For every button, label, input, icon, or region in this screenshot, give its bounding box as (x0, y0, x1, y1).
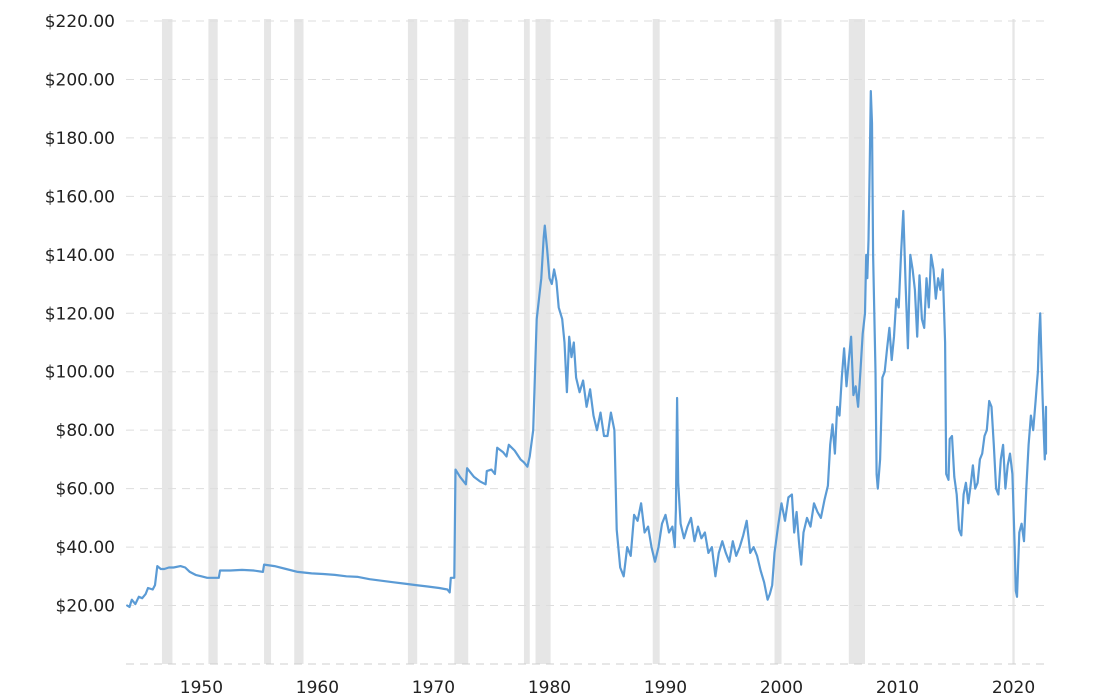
x-tick-label: 1970 (412, 678, 455, 698)
recession-band-4 (407, 19, 418, 664)
y-tick-label: $60.00 (56, 480, 115, 500)
recession-band-8 (652, 19, 660, 664)
x-axis-tick-labels: 1950 1960 1970 1980 1990 2000 2010 2020 (180, 678, 1035, 698)
series-line-0 (126, 90, 1048, 609)
y-tick-label: $20.00 (56, 597, 115, 617)
recession-band-10 (848, 19, 866, 664)
recession-bands (161, 19, 1015, 664)
y-tick-label: $40.00 (56, 538, 115, 558)
y-tick-label: $100.00 (45, 363, 115, 383)
recession-band-2 (264, 19, 272, 664)
recession-band-0 (161, 19, 173, 664)
y-tick-label: $120.00 (45, 304, 115, 324)
x-tick-label: 2010 (876, 678, 919, 698)
recession-band-7 (535, 19, 551, 664)
y-tick-label: $200.00 (45, 70, 115, 90)
recession-band-1 (208, 19, 218, 664)
x-tick-label: 1980 (528, 678, 571, 698)
x-tick-label: 2000 (760, 678, 803, 698)
y-tick-label: $180.00 (45, 129, 115, 149)
y-tick-label: $220.00 (45, 12, 115, 32)
recession-band-5 (454, 19, 469, 664)
recession-band-3 (294, 19, 304, 664)
x-tick-label: 1950 (180, 678, 223, 698)
series-layer (126, 90, 1048, 609)
y-tick-label: $80.00 (56, 421, 115, 441)
x-tick-label: 1960 (296, 678, 339, 698)
recession-band-9 (774, 19, 782, 664)
y-tick-label: $160.00 (45, 187, 115, 207)
x-tick-label: 2020 (992, 678, 1035, 698)
recession-band-6 (523, 19, 530, 664)
y-tick-label: $140.00 (45, 246, 115, 266)
y-axis-tick-labels: $20.00 $40.00 $60.00 $80.00 $100.00 $120.00 $1… (45, 12, 115, 617)
x-tick-label: 1990 (644, 678, 687, 698)
recession-band-11 (1012, 19, 1015, 664)
